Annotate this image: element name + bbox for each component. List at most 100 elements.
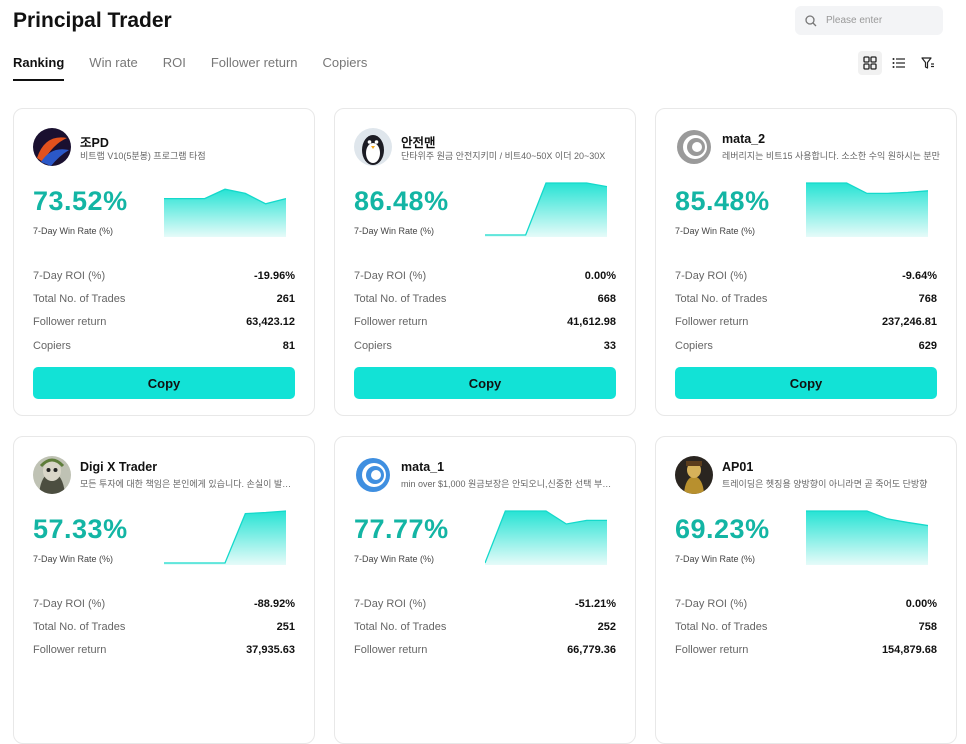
stat-label: Follower return [675, 316, 749, 329]
mask-avatar [33, 456, 71, 494]
stat-row-follower-return: Follower return 237,246.81 [675, 311, 937, 334]
stat-label: Follower return [675, 644, 749, 657]
copy-button[interactable]: Copy [675, 367, 937, 399]
win-rate-sparkline [485, 510, 607, 565]
trades-value: 251 [276, 620, 295, 633]
trader-card[interactable]: mata_1 min over $1,000 원금보장은 안되오니,신중한 선택… [334, 436, 636, 744]
win-rate-value: 77.77% [354, 514, 449, 544]
trader-description: 비트랩 V10(5분봉) 프로그램 타점 [80, 151, 206, 161]
trader-name[interactable]: Digi X Trader [80, 460, 158, 474]
stat-row-trades: Total No. of Trades 251 [33, 615, 295, 638]
trader-card[interactable]: AP01 트레이딩은 헷징용 양방향이 아니라면 곧 죽어도 단방향 69.23… [655, 436, 957, 744]
search-icon [805, 14, 817, 26]
trader-stats: 7-Day ROI (%) -88.92% Total No. of Trades… [33, 592, 295, 662]
win-rate-sparkline [485, 182, 607, 237]
trader-description: 레버리지는 비트15 사용합니다. 소소한 수익 원하시는 분만 [722, 151, 940, 161]
win-rate-value: 86.48% [354, 186, 449, 216]
trader-description: min over $1,000 원금보장은 안되오니,신중한 선택 부탁드립니다 [401, 479, 619, 489]
search-input[interactable] [824, 14, 938, 27]
stat-row-trades: Total No. of Trades 252 [354, 615, 616, 638]
sparkline-line [164, 188, 286, 205]
win-rate-sparkline [806, 182, 928, 237]
follower-return-value: 41,612.98 [567, 316, 616, 329]
stat-row-trades: Total No. of Trades 668 [354, 287, 616, 310]
trader-name[interactable]: mata_1 [401, 460, 445, 474]
tab-win-rate[interactable]: Win rate [89, 55, 138, 70]
trader-card[interactable]: Digi X Trader 모든 투자에 대한 책임은 본인에게 있습니다. 손… [13, 436, 315, 744]
tab-copiers[interactable]: Copiers [322, 55, 368, 70]
stat-label: Follower return [33, 644, 107, 657]
follower-return-value: 66,779.36 [567, 644, 616, 657]
win-rate-label: 7-Day Win Rate (%) [675, 226, 756, 236]
stat-row-follower-return: Follower return 63,423.12 [33, 311, 295, 334]
copiers-value: 33 [603, 339, 616, 352]
trader-card[interactable]: 안전맨 단타위주 원금 안전지키미 / 비트40~50X 이더 20~30X 8… [334, 108, 636, 416]
stat-label: Copiers [33, 339, 71, 352]
trader-stats: 7-Day ROI (%) -19.96% Total No. of Trades… [33, 264, 295, 357]
trader-name[interactable]: 조PD [80, 136, 109, 150]
trader-name[interactable]: mata_2 [722, 132, 766, 146]
stat-row-roi: 7-Day ROI (%) -88.92% [33, 592, 295, 615]
trader-description: 모든 투자에 대한 책임은 본인에게 있습니다. 손실이 발생해도 [80, 479, 298, 489]
trader-card[interactable]: 조PD 비트랩 V10(5분봉) 프로그램 타점 73.52% 7-Day Wi… [13, 108, 315, 416]
stat-label: Total No. of Trades [33, 620, 126, 633]
stat-label: Copiers [354, 339, 392, 352]
trades-value: 668 [597, 292, 616, 305]
stat-row-roi: 7-Day ROI (%) -51.21% [354, 592, 616, 615]
sparkline-line [485, 182, 607, 236]
stat-label: Total No. of Trades [354, 620, 447, 633]
tab-ranking[interactable]: Ranking [13, 55, 65, 81]
list-view-button[interactable] [887, 51, 911, 75]
stat-row-copiers: Copiers 629 [675, 334, 937, 357]
stat-row-follower-return: Follower return 41,612.98 [354, 311, 616, 334]
trader-card[interactable]: mata_2 레버리지는 비트15 사용합니다. 소소한 수익 원하시는 분만 … [655, 108, 957, 416]
follower-return-value: 37,935.63 [246, 644, 295, 657]
stat-row-roi: 7-Day ROI (%) 0.00% [675, 592, 937, 615]
stat-label: Copiers [675, 339, 713, 352]
dark-swirl-avatar [33, 128, 71, 166]
sparkline-line [806, 182, 928, 195]
roi-value: -51.21% [575, 597, 616, 610]
gold-figure-avatar [675, 456, 713, 494]
tab-follower-return[interactable]: Follower return [210, 55, 298, 70]
trader-description: 단타위주 원금 안전지키미 / 비트40~50X 이더 20~30X [401, 151, 606, 161]
copiers-value: 629 [918, 339, 937, 352]
win-rate-value: 57.33% [33, 514, 128, 544]
trader-name[interactable]: AP01 [722, 460, 754, 474]
stat-row-roi: 7-Day ROI (%) -19.96% [33, 264, 295, 287]
stat-label: Total No. of Trades [354, 292, 447, 305]
win-rate-label: 7-Day Win Rate (%) [354, 226, 435, 236]
stat-row-roi: 7-Day ROI (%) 0.00% [354, 264, 616, 287]
trader-stats: 7-Day ROI (%) 0.00% Total No. of Trades 75… [675, 592, 937, 662]
win-rate-value: 73.52% [33, 186, 128, 216]
search-box[interactable] [795, 6, 943, 35]
trader-description: 트레이딩은 헷징용 양방향이 아니라면 곧 죽어도 단방향 [722, 479, 928, 489]
win-rate-value: 85.48% [675, 186, 770, 216]
page-title: Principal Trader [13, 9, 172, 32]
stat-row-copiers: Copiers 81 [33, 334, 295, 357]
stat-label: Total No. of Trades [675, 292, 768, 305]
stat-row-follower-return: Follower return 66,779.36 [354, 639, 616, 662]
roi-value: -9.64% [902, 269, 937, 282]
trader-name[interactable]: 안전맨 [401, 136, 436, 150]
win-rate-sparkline [164, 188, 286, 237]
stat-label: Follower return [354, 316, 428, 329]
copy-button[interactable]: Copy [354, 367, 616, 399]
stat-label: 7-Day ROI (%) [33, 597, 106, 610]
view-controls [858, 51, 945, 75]
trades-value: 758 [918, 620, 937, 633]
follower-return-value: 63,423.12 [246, 316, 295, 329]
grid-view-button[interactable] [858, 51, 882, 75]
win-rate-label: 7-Day Win Rate (%) [354, 554, 435, 564]
grey-spiral-avatar [675, 128, 713, 166]
filter-button[interactable] [916, 51, 940, 75]
sparkline-line [806, 510, 928, 527]
stat-row-trades: Total No. of Trades 768 [675, 287, 937, 310]
copy-button[interactable]: Copy [33, 367, 295, 399]
filter-icon [921, 57, 934, 69]
trades-value: 261 [276, 292, 295, 305]
grid-view-icon [863, 56, 877, 70]
trader-stats: 7-Day ROI (%) -51.21% Total No. of Trades… [354, 592, 616, 662]
stat-row-follower-return: Follower return 37,935.63 [33, 639, 295, 662]
tab-roi[interactable]: ROI [162, 55, 186, 70]
